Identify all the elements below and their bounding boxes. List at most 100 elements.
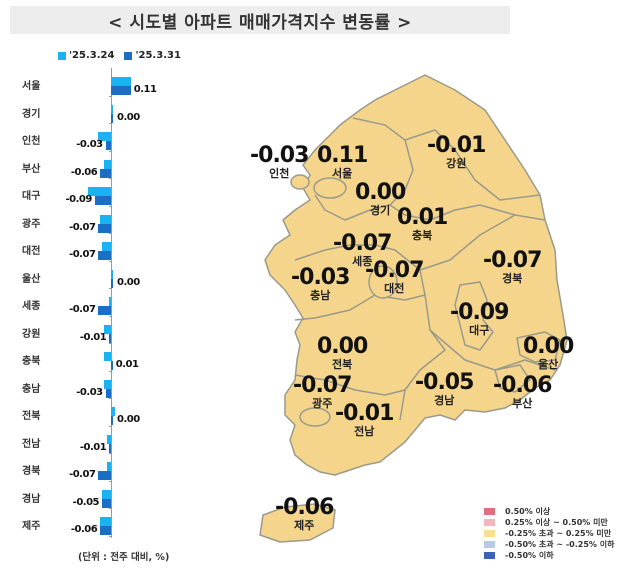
map-region-name: 세종 <box>352 255 373 268</box>
axis-tick <box>109 178 112 179</box>
map-legend-label: 0.25% 이상 ~ 0.50% 미만 <box>505 518 608 527</box>
bar-value-label: -0.05 <box>72 496 100 508</box>
bar-0324 <box>87 187 111 196</box>
map-region-name: 충남 <box>310 289 331 302</box>
bar-0331 <box>111 361 113 370</box>
map-region-name: 인천 <box>269 167 290 180</box>
map-legend: 0.50% 이상 0.25% 이상 ~ 0.50% 미만 -0.25% 초과 ~ 0… <box>484 506 614 561</box>
bar-value-label: 0.00 <box>117 111 140 123</box>
map-region-name: 제주 <box>294 519 315 532</box>
map-region-value: -0.03 <box>250 143 309 168</box>
map-region-value: -0.05 <box>415 370 474 395</box>
bar-0324 <box>103 352 111 361</box>
map-region-name: 경남 <box>434 394 455 407</box>
bar-0331 <box>111 416 113 425</box>
map-legend-label: -0.50% 초과 ~ -0.25% 이하 <box>505 540 615 549</box>
map-region-name: 전남 <box>354 425 375 438</box>
bar-0324 <box>98 132 111 141</box>
legend-item-0331: '25.3.31 <box>124 50 181 61</box>
map-region-value: -0.06 <box>493 373 552 398</box>
map-region-name: 충북 <box>412 229 433 242</box>
bar-row: 대전 -0.07 <box>0 237 200 265</box>
bar-value-label: -0.07 <box>69 221 96 233</box>
bar-row: 충북 0.01 <box>0 347 200 375</box>
map-legend-label: -0.50% 이하 <box>505 551 554 560</box>
map-region-value: 0.00 <box>523 334 574 359</box>
map-region-name: 강원 <box>446 157 467 170</box>
bar-0331 <box>100 526 111 535</box>
bar-0324 <box>103 159 111 169</box>
map-region-name: 경북 <box>502 272 523 285</box>
bar-0324 <box>103 379 111 389</box>
bar-0331 <box>105 388 111 398</box>
map-legend-swatch <box>484 530 495 537</box>
bar-row: 충남 -0.03 <box>0 375 200 403</box>
bar-row: 제주 -0.06 <box>0 512 200 540</box>
map-region-value: 0.00 <box>317 334 368 359</box>
bar-row: 경남 -0.05 <box>0 485 200 513</box>
map-region-label: 0.00 울산 <box>523 334 574 372</box>
korea-map: -0.03 인천 0.11 서울 0.00 경기 -0.01 강원 0.01 충북 -0.07 세종 -… <box>250 70 585 550</box>
bar-row: 경북 -0.07 <box>0 457 200 485</box>
legend-item-0324: '25.3.24 <box>58 50 114 61</box>
bar-value-label: 0.11 <box>133 84 157 95</box>
map-region-label: -0.07 경북 <box>483 250 542 286</box>
axis-tick <box>109 370 112 372</box>
bar-0324 <box>111 104 113 114</box>
bar-row: 경기 0.00 <box>0 100 200 128</box>
map-legend-item: -0.25% 초과 ~ 0.25% 미만 <box>484 528 614 539</box>
map-region-value: -0.01 <box>427 133 486 158</box>
map-region-label: 0.00 전북 <box>317 334 368 372</box>
bar-row: 강원 -0.01 <box>0 320 200 348</box>
region-label: 부산 <box>22 163 41 175</box>
map-region-label: -0.01 강원 <box>427 133 486 171</box>
bar-0324 <box>111 269 113 279</box>
map-region-label: -0.07 세종 <box>333 233 392 269</box>
bar-0324 <box>100 517 111 526</box>
bar-row: 울산 0.00 <box>0 265 200 293</box>
bar-row: 대구 -0.09 <box>0 182 200 210</box>
map-region-label: -0.01 전남 <box>335 403 394 439</box>
region-label: 전북 <box>22 411 41 422</box>
axis-tick <box>109 508 112 509</box>
bar-0324 <box>111 407 115 416</box>
map-legend-swatch <box>484 508 495 515</box>
bar-row: 광주 -0.07 <box>0 210 200 238</box>
bar-0324 <box>102 242 111 251</box>
map-legend-swatch <box>484 519 495 526</box>
bar-0331 <box>98 471 111 480</box>
bar-value-label: -0.07 <box>69 469 96 480</box>
bar-row: 인천 -0.03 <box>0 127 200 155</box>
bar-0324 <box>102 489 111 499</box>
axis-tick <box>109 95 112 97</box>
map-region-label: -0.06 부산 <box>493 373 552 411</box>
axis-tick <box>109 535 112 537</box>
region-label: 울산 <box>22 273 41 285</box>
map-region-name: 대구 <box>469 324 490 337</box>
bar-0324 <box>103 324 111 334</box>
legend-label-0324: '25.3.24 <box>69 50 115 61</box>
bar-0331 <box>105 141 111 150</box>
map-legend-label: 0.50% 이상 <box>505 507 551 516</box>
bar-value-label: -0.01 <box>79 331 107 343</box>
map-region-label: 0.11 서울 <box>317 145 368 181</box>
map-region-value: -0.09 <box>450 300 509 325</box>
bar-value-label: -0.01 <box>79 441 107 453</box>
map-region-name: 전북 <box>332 358 353 371</box>
axis-tick <box>109 233 112 234</box>
map-region-label: -0.06 제주 <box>275 497 334 533</box>
map-legend-item: -0.50% 이하 <box>484 550 614 561</box>
axis-tick <box>109 343 112 344</box>
region-label: 경남 <box>22 493 41 505</box>
map-region-name: 광주 <box>312 397 333 410</box>
bar-chart-axis <box>111 68 112 538</box>
bar-0324 <box>111 77 131 86</box>
region-label: 대구 <box>22 191 41 202</box>
bar-0331 <box>111 113 113 123</box>
legend-label-0331: '25.3.31 <box>135 50 181 61</box>
bar-0324 <box>100 214 111 224</box>
chart-title-text: < 시도별 아파트 매매가격지수 변동률 > <box>108 12 412 33</box>
bar-chart-legend: '25.3.24 '25.3.31 <box>58 50 181 61</box>
map-region-value: -0.07 <box>365 258 424 283</box>
axis-tick <box>109 260 112 262</box>
